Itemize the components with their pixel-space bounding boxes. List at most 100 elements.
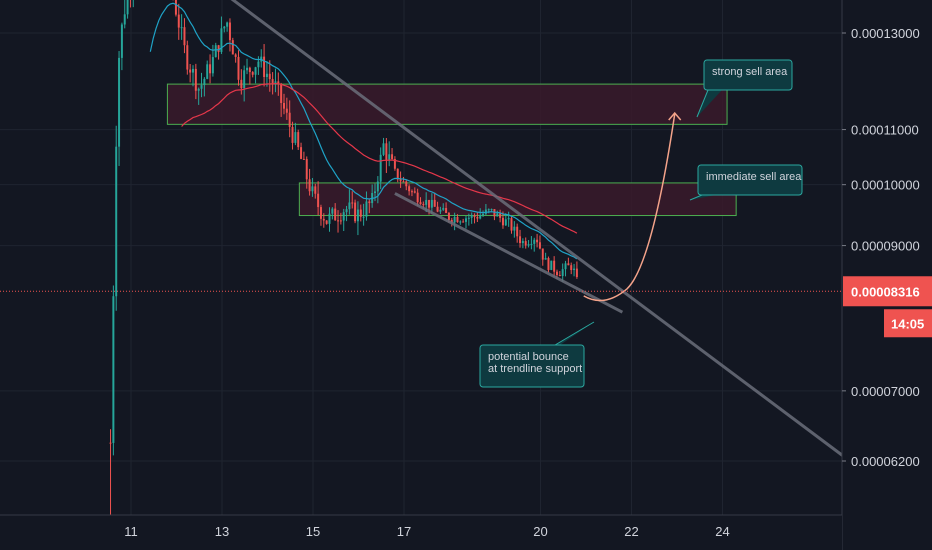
candle-body: [325, 220, 328, 224]
x-tick-label: 24: [715, 524, 729, 539]
candle-body: [499, 213, 502, 218]
annotations: strong sell area immediate sell area poten…: [479, 59, 803, 388]
candle-body: [351, 202, 354, 204]
candle-body: [243, 70, 246, 89]
candle-body: [482, 213, 485, 216]
candle-body: [189, 69, 192, 73]
candle-body: [504, 219, 507, 226]
countdown-value: 14:05: [891, 316, 924, 331]
candle-body: [277, 81, 280, 84]
candle-body: [356, 209, 359, 222]
candle-body: [271, 79, 274, 85]
candle-body: [368, 201, 371, 204]
candle-body: [297, 132, 300, 148]
candle-body: [263, 56, 266, 78]
candle-body: [436, 206, 439, 212]
candle-body: [510, 218, 513, 231]
candle-body: [501, 217, 504, 226]
strong-sell-callout: strong sell area: [696, 59, 793, 118]
candle-body: [541, 248, 544, 260]
candle-body: [209, 64, 212, 74]
candle-body: [291, 126, 294, 143]
candle-body: [194, 68, 197, 91]
candle-body: [302, 158, 305, 160]
candle-body: [567, 263, 570, 266]
y-tick-label: 0.00007000: [851, 384, 920, 399]
candle-body: [507, 218, 510, 220]
candle-body: [251, 72, 254, 75]
candle-body: [331, 208, 334, 214]
sell-zones: [166, 83, 737, 217]
candle-body: [516, 226, 519, 237]
candle-body: [550, 260, 553, 270]
candle-body: [120, 24, 123, 58]
callout-text: immediate sell area: [706, 171, 802, 183]
candle-body: [342, 212, 345, 221]
candle-body: [459, 221, 462, 223]
y-tick-label: 0.00010000: [851, 178, 920, 193]
support-trendline: [394, 192, 624, 314]
candle-body: [402, 181, 405, 183]
candle-body: [547, 258, 550, 270]
callout-text: strong sell area: [712, 66, 788, 78]
candle-body: [425, 199, 428, 205]
candle-body: [308, 179, 311, 192]
candle-body: [240, 79, 243, 89]
projection-arrowhead: [668, 111, 682, 121]
candle-body: [373, 191, 376, 194]
immediate-sell-callout: immediate sell area: [689, 164, 803, 201]
candle-body: [408, 186, 411, 192]
candle-body: [268, 73, 271, 80]
candle-body: [234, 54, 237, 57]
candle-body: [447, 212, 450, 220]
candle-body: [391, 154, 394, 159]
trendlines: [230, 0, 851, 463]
candle-body: [112, 296, 115, 443]
candle-body: [362, 216, 365, 218]
x-tick-label: 17: [397, 524, 411, 539]
candle-body: [413, 191, 416, 193]
projection: [583, 111, 682, 302]
candle-body: [470, 215, 473, 218]
candle-body: [396, 168, 399, 180]
callout-text: potential bounce: [488, 351, 569, 363]
candle-body: [254, 67, 257, 75]
candle-body: [479, 215, 482, 219]
candle-body: [200, 85, 203, 89]
candle-body: [558, 275, 561, 277]
candle-body: [382, 143, 385, 155]
candle-body: [433, 199, 436, 207]
candle-body: [214, 45, 217, 58]
candle-body: [490, 209, 493, 211]
countdown-tag: [884, 309, 932, 338]
candle-body: [337, 220, 340, 222]
callout-box: [703, 59, 793, 91]
candle-body: [496, 213, 499, 217]
candle-body: [226, 22, 229, 27]
candle-body: [530, 243, 533, 245]
candle-body: [484, 209, 487, 214]
immediate-sell-zone: [298, 182, 737, 217]
candle-body: [228, 22, 231, 41]
candle-body: [553, 260, 556, 272]
x-tick-label: 15: [306, 524, 320, 539]
candle-body: [410, 191, 413, 193]
candle-body: [109, 442, 112, 444]
candle-body: [487, 209, 490, 211]
strong-sell-zone: [166, 83, 728, 125]
y-tick-label: 0.00011000: [851, 123, 919, 138]
candle-body: [203, 78, 206, 86]
candle-body: [348, 202, 351, 210]
y-tick-label: 0.00006200: [851, 454, 920, 469]
moving-averages: [149, 2, 578, 260]
candle-body: [183, 27, 186, 46]
candle-body: [339, 220, 342, 222]
candle-body: [126, 0, 129, 15]
candle-body: [123, 14, 126, 25]
candle-body: [118, 57, 121, 147]
candle-body: [305, 159, 308, 180]
y-tick-label: 0.00009000: [851, 239, 920, 254]
